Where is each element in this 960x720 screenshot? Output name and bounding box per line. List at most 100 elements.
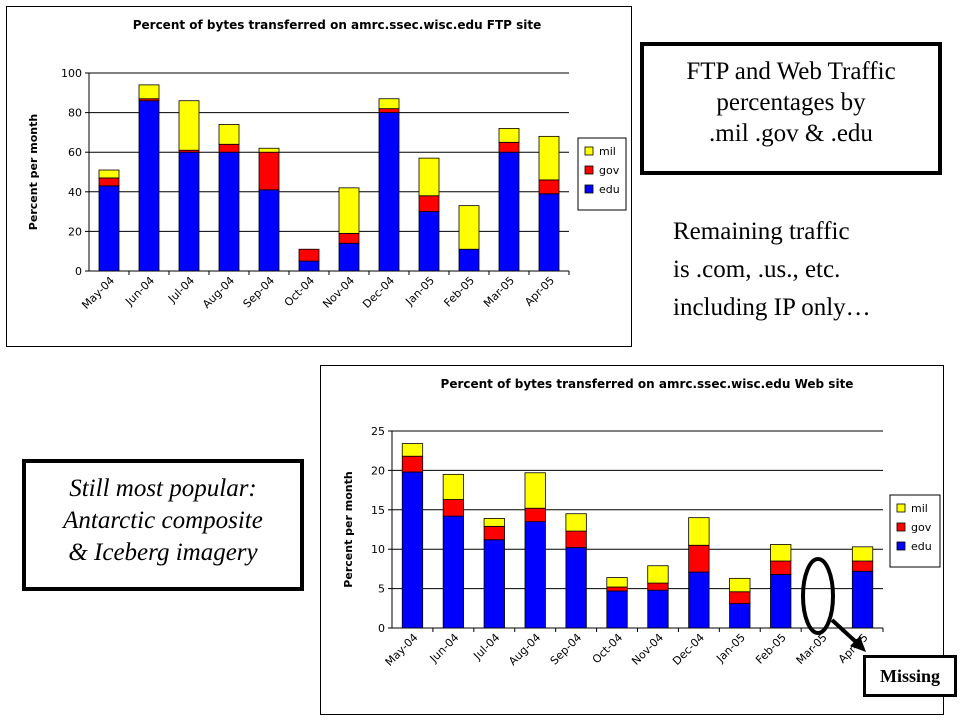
x-tick-label: Oct-04	[590, 631, 625, 666]
ftp-web-callout: FTP and Web Traffic percentages by .mil …	[640, 42, 942, 175]
bar-mil	[729, 577, 751, 593]
bar-gov	[258, 151, 280, 191]
bar-edu	[138, 100, 160, 272]
bar-edu	[538, 193, 560, 272]
legend-swatch-gov	[896, 522, 906, 532]
bar-edu	[178, 151, 200, 272]
x-tick-label: Feb-05	[753, 631, 789, 667]
x-tick-label: Jul-04	[470, 631, 502, 663]
bar-edu	[98, 185, 120, 272]
bar-edu	[378, 112, 400, 272]
web-chart: Percent of bytes transferred on amrc.sse…	[320, 365, 944, 715]
y-tick-label: 10	[371, 543, 385, 556]
bar-edu	[458, 248, 480, 272]
x-tick-label: Aug-04	[200, 274, 237, 311]
bar-edu	[483, 539, 505, 629]
bar-edu	[218, 151, 240, 272]
bar-mil	[647, 565, 669, 584]
plot-area	[89, 73, 569, 271]
callout-line: FTP and Web Traffic	[686, 58, 896, 85]
chart-title: Percent of bytes transferred on amrc.sse…	[133, 18, 542, 32]
bar-mil	[418, 157, 440, 197]
bar-gov	[851, 560, 874, 572]
bar-mil	[538, 135, 560, 181]
legend-swatch-edu	[896, 541, 906, 551]
bar-edu	[498, 151, 520, 272]
bar-gov	[298, 248, 320, 262]
note-line: is .com, .us., etc.	[673, 256, 841, 283]
bar-gov	[729, 591, 751, 604]
bar-mil	[258, 147, 280, 153]
bar-edu	[298, 260, 320, 272]
bar-gov	[378, 108, 400, 113]
ftp-chart-svg: Percent of bytes transferred on amrc.sse…	[27, 18, 627, 312]
bar-mil	[178, 100, 200, 151]
y-tick-label: 20	[68, 225, 82, 238]
y-tick-label: 40	[68, 186, 82, 199]
y-tick-label: 0	[378, 622, 385, 635]
bar-edu	[851, 570, 874, 629]
y-tick-label: 0	[75, 265, 82, 278]
y-tick-label: 60	[68, 146, 82, 159]
bar-mil	[378, 98, 400, 110]
bar-edu	[688, 571, 710, 629]
bar-gov	[418, 195, 440, 212]
bar-gov	[401, 455, 424, 473]
x-tick-label: May-04	[383, 631, 421, 669]
bar-edu	[524, 521, 546, 629]
bar-mil	[524, 472, 546, 509]
bar-edu	[647, 589, 669, 629]
bar-mil	[688, 517, 710, 546]
x-tick-label: Mar-05	[481, 274, 517, 310]
legend-label-edu: edu	[911, 540, 932, 553]
callout-line: Still most popular:	[69, 475, 257, 502]
x-tick-label: Dec-04	[670, 631, 707, 668]
x-tick-label: Sep-04	[241, 274, 278, 311]
x-tick-label: May-04	[79, 274, 117, 312]
x-tick-label: Feb-05	[441, 274, 477, 310]
bar-edu	[401, 471, 424, 629]
y-tick-label: 15	[371, 504, 385, 517]
remaining-traffic-note: Remaining traffic is .com, .us., etc. in…	[673, 213, 943, 327]
note-line: Remaining traffic	[673, 218, 850, 245]
y-tick-label: 80	[68, 107, 82, 120]
x-tick-label: Nov-04	[629, 631, 666, 668]
callout-line: & Iceberg imagery	[68, 539, 258, 566]
bar-gov	[538, 179, 560, 195]
callout-line: percentages by	[716, 89, 866, 116]
legend-label-gov: gov	[599, 164, 620, 177]
bar-edu	[442, 515, 465, 629]
bar-mil	[606, 577, 628, 588]
legend-label-mil: mil	[911, 502, 928, 515]
legend-swatch-edu	[584, 184, 594, 194]
bar-mil	[442, 473, 465, 500]
x-tick-label: Oct-04	[282, 274, 317, 309]
bar-gov	[606, 586, 628, 592]
bar-mil	[138, 84, 160, 100]
note-line: including IP only…	[673, 294, 871, 321]
legend-swatch-mil	[896, 503, 906, 513]
bar-gov	[338, 232, 360, 244]
bar-mil	[851, 546, 874, 562]
popular-imagery-callout: Still most popular: Antarctic composite …	[22, 459, 304, 591]
x-tick-label: Jan-05	[403, 274, 438, 309]
bar-gov	[647, 582, 669, 591]
legend-label-edu: edu	[599, 183, 620, 196]
bar-edu	[258, 189, 280, 272]
web-chart-svg: Percent of bytes transferred on amrc.sse…	[342, 377, 941, 669]
x-tick-label: Jan-05	[713, 631, 748, 666]
bar-gov	[688, 544, 710, 573]
bar-gov	[524, 507, 546, 523]
x-tick-label: Aug-04	[506, 631, 543, 668]
bar-edu	[418, 211, 440, 272]
legend-label-mil: mil	[599, 145, 616, 158]
bar-gov	[483, 525, 505, 541]
bar-mil	[458, 205, 480, 250]
chart-title: Percent of bytes transferred on amrc.sse…	[441, 377, 854, 391]
x-tick-label: Jun-04	[427, 631, 462, 666]
plot-area	[392, 431, 883, 628]
bar-mil	[98, 169, 120, 179]
bar-mil	[498, 128, 520, 143]
legend-swatch-mil	[584, 146, 594, 156]
bar-mil	[483, 518, 505, 527]
